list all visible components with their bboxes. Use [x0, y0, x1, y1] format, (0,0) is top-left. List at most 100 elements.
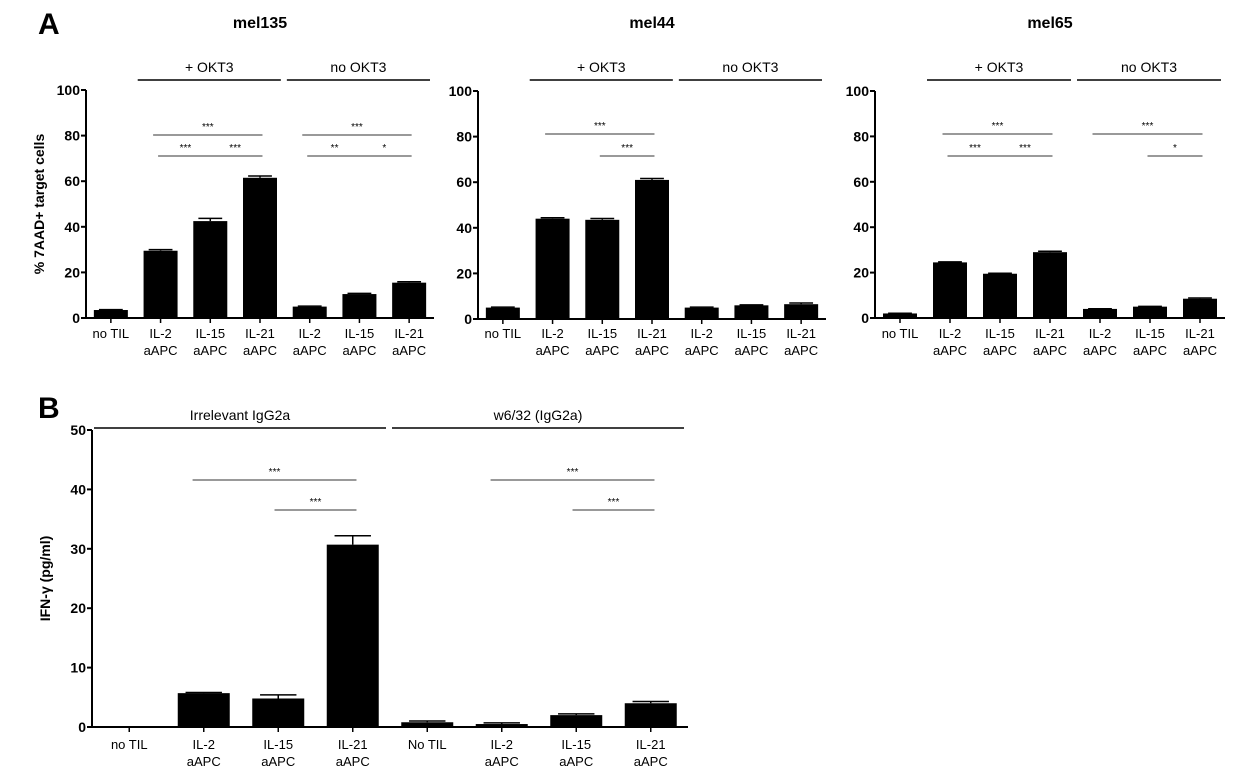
significance-label: ***	[310, 497, 322, 508]
x-tick-label: IL-21	[245, 326, 275, 341]
bar	[585, 219, 620, 319]
chart-mel65: mel65 0 20 40 60 80 100 no TIL IL-2 aAPC IL-15 aAPC…	[846, 15, 1225, 358]
significance-label: ***	[621, 143, 633, 154]
significance-label: ***	[1019, 143, 1031, 154]
x-tick-label: aAPC	[144, 343, 178, 358]
x-tick-label: IL-2	[541, 326, 563, 341]
bar	[635, 179, 669, 319]
significance-label: ***	[608, 497, 620, 508]
x-tick-label: IL-2	[691, 326, 713, 341]
x-tick-label: IL-15	[587, 326, 617, 341]
y-tick-label: 20	[853, 265, 869, 281]
x-tick-label: IL-15	[1135, 326, 1165, 341]
bar	[933, 262, 967, 318]
x-tick-label: aAPC	[685, 343, 719, 358]
bar	[535, 218, 570, 319]
x-tick-label: aAPC	[392, 343, 426, 358]
bar	[475, 724, 528, 727]
y-axis-label: IFN-γ (pg/ml)	[37, 536, 53, 622]
y-tick-label: 0	[464, 311, 472, 327]
x-tick-label: IL-15	[195, 326, 225, 341]
x-tick-label: IL-2	[939, 326, 961, 341]
significance-label: *	[382, 143, 386, 154]
x-tick-label: aAPC	[336, 754, 370, 769]
x-tick-label: aAPC	[485, 754, 519, 769]
significance-label: ***	[969, 143, 981, 154]
x-tick-label: IL-21	[637, 326, 667, 341]
x-tick-label: No TIL	[408, 737, 447, 752]
bar	[401, 722, 454, 727]
x-tick-label: IL-2	[1089, 326, 1111, 341]
x-tick-label: aAPC	[933, 343, 967, 358]
x-tick-label: no TIL	[93, 326, 130, 341]
bar	[485, 307, 520, 319]
significance-label: ***	[1142, 121, 1154, 132]
chart-title: mel65	[1027, 15, 1072, 32]
y-tick-label: 10	[70, 660, 86, 676]
y-tick-label: 60	[456, 174, 472, 190]
x-tick-label: no TIL	[882, 326, 919, 341]
x-tick-label: aAPC	[293, 343, 327, 358]
x-tick-label: IL-2	[299, 326, 321, 341]
y-tick-label: 30	[70, 541, 86, 557]
bar	[784, 304, 819, 319]
group-label: + OKT3	[577, 59, 626, 75]
y-tick-label: 0	[78, 719, 86, 735]
bar	[734, 305, 769, 319]
y-tick-label: 40	[456, 220, 472, 236]
bar	[392, 282, 427, 318]
bar	[326, 544, 379, 727]
y-tick-label: 40	[853, 219, 869, 235]
bar	[684, 307, 719, 319]
bar	[883, 313, 917, 318]
bar	[252, 698, 305, 727]
x-tick-label: IL-15	[985, 326, 1015, 341]
bar	[624, 703, 677, 727]
chart-title: mel135	[233, 15, 287, 32]
bar	[1083, 308, 1117, 318]
bar	[1133, 306, 1167, 318]
x-tick-label: aAPC	[634, 754, 668, 769]
y-tick-label: 50	[70, 422, 86, 438]
bar	[550, 715, 603, 727]
x-tick-label: IL-21	[1035, 326, 1065, 341]
significance-label: ***	[567, 467, 579, 478]
x-tick-label: aAPC	[342, 343, 376, 358]
y-tick-label: 100	[846, 83, 870, 99]
bar	[1033, 252, 1067, 318]
bar	[93, 310, 128, 318]
significance-label: ***	[269, 467, 281, 478]
y-tick-label: 100	[449, 83, 473, 99]
bar	[243, 177, 277, 318]
x-tick-label: aAPC	[1083, 343, 1117, 358]
bar	[983, 273, 1017, 318]
y-tick-label: 60	[64, 173, 80, 189]
bar	[143, 250, 178, 318]
chart-panel-b: 0 10 20 30 40 50 IFN-γ (pg/ml) no TIL IL-2 aAPC IL…	[37, 407, 688, 769]
x-tick-label: aAPC	[784, 343, 818, 358]
significance-label: ***	[180, 143, 192, 154]
significance-label: *	[1173, 143, 1177, 154]
x-tick-label: IL-2	[491, 737, 513, 752]
x-tick-label: aAPC	[1183, 343, 1217, 358]
x-tick-label: IL-15	[345, 326, 375, 341]
x-tick-label: aAPC	[536, 343, 570, 358]
y-tick-label: 60	[853, 174, 869, 190]
chart-title: mel44	[629, 15, 674, 32]
bar	[292, 306, 327, 318]
y-tick-label: 0	[72, 310, 80, 326]
significance-label: ***	[202, 122, 214, 133]
x-tick-label: aAPC	[1133, 343, 1167, 358]
x-tick-label: aAPC	[559, 754, 593, 769]
x-tick-label: aAPC	[585, 343, 619, 358]
bar	[1183, 298, 1217, 318]
y-tick-label: 80	[456, 129, 472, 145]
group-label: Irrelevant IgG2a	[190, 407, 291, 423]
x-tick-label: aAPC	[635, 343, 669, 358]
x-tick-label: aAPC	[187, 754, 221, 769]
panel-label-b: B	[38, 392, 60, 425]
x-tick-label: IL-21	[1185, 326, 1215, 341]
x-tick-label: aAPC	[1033, 343, 1067, 358]
y-tick-label: 0	[861, 310, 869, 326]
